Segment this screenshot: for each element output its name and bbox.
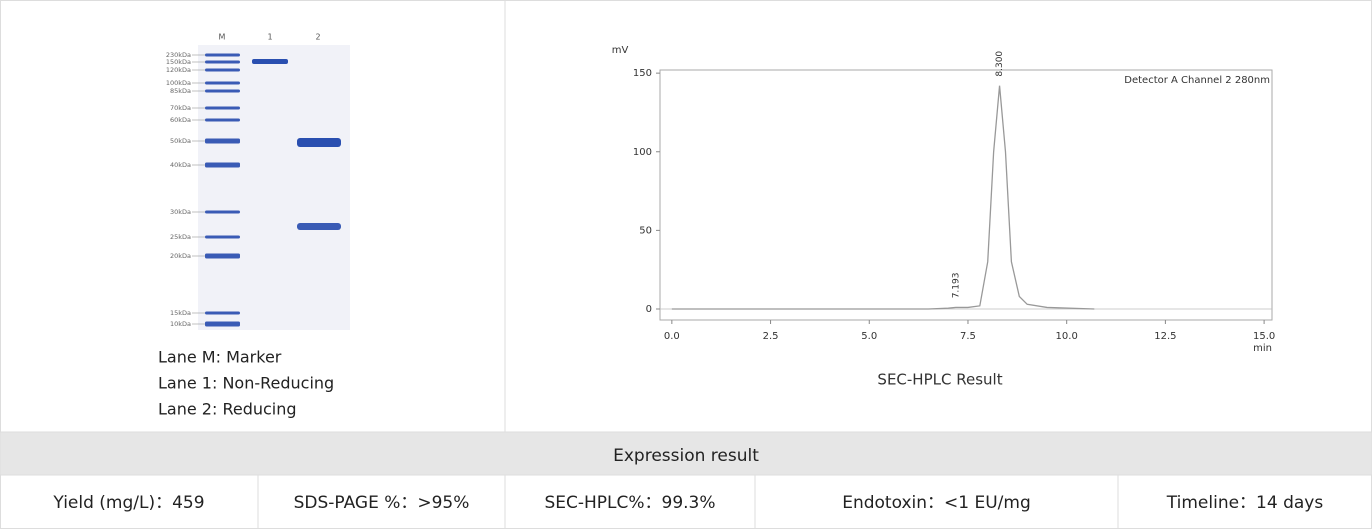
marker-band [205, 138, 240, 144]
marker-band [205, 106, 240, 110]
lane-label: M [219, 33, 226, 42]
table-cell: Timeline：14 days [1166, 493, 1324, 513]
x-tick-label: 2.5 [763, 331, 779, 342]
table-header-bg [0, 431, 1372, 476]
marker-band [205, 81, 240, 85]
marker-band [205, 253, 240, 259]
caption-line: Lane 2: Reducing [158, 400, 297, 419]
table-cell: Endotoxin：<1 EU/mg [842, 493, 1031, 513]
x-tick-label: 7.5 [960, 331, 976, 342]
marker-label: 100kDa [166, 79, 191, 87]
marker-band [205, 118, 240, 122]
lane-label: 1 [267, 33, 272, 42]
marker-band [205, 311, 240, 315]
band [252, 59, 288, 64]
marker-label: 20kDa [170, 252, 191, 260]
y-axis-label: mV [612, 45, 629, 56]
trace [671, 85, 1095, 310]
table-cell: Yield (mg/L)：459 [52, 493, 204, 513]
marker-label: 85kDa [170, 87, 191, 95]
marker-label: 60kDa [170, 116, 191, 124]
marker-label: 40kDa [170, 161, 191, 169]
marker-band [205, 210, 240, 214]
band [297, 138, 341, 147]
marker-label: 230kDa [166, 51, 191, 59]
caption-line: Lane M: Marker [158, 348, 282, 367]
marker-band [205, 68, 240, 72]
marker-label: 150kDa [166, 58, 191, 66]
marker-label: 15kDa [170, 309, 191, 317]
plot-frame [659, 69, 1273, 321]
y-tick-label: 0 [646, 304, 652, 315]
table-header: Expression result [613, 446, 759, 466]
x-unit: min [1253, 343, 1272, 354]
marker-band [205, 53, 240, 57]
gel-image [198, 45, 350, 330]
band [297, 223, 341, 230]
marker-label: 50kDa [170, 137, 191, 145]
chart-title: SEC-HPLC Result [877, 371, 1002, 389]
x-tick-label: 12.5 [1154, 331, 1176, 342]
marker-label: 10kDa [170, 320, 191, 328]
x-tick-label: 10.0 [1056, 331, 1078, 342]
x-tick-label: 5.0 [861, 331, 877, 342]
x-tick-label: 15.0 [1253, 331, 1275, 342]
x-tick-label: 0.0 [664, 331, 680, 342]
marker-label: 30kDa [170, 208, 191, 216]
marker-band [205, 162, 240, 168]
annotation: Detector A Channel 2 280nm [1124, 75, 1270, 86]
marker-label: 70kDa [170, 104, 191, 112]
y-tick-label: 50 [639, 225, 652, 236]
peak-label: 8.300 [995, 51, 1005, 77]
table-cell: SEC-HPLC%：99.3% [544, 493, 715, 513]
caption-line: Lane 1: Non-Reducing [158, 374, 334, 393]
peak-label: 7.193 [951, 273, 961, 299]
marker-band [205, 235, 240, 239]
marker-band [205, 321, 240, 327]
marker-band [205, 60, 240, 64]
y-tick-label: 100 [633, 147, 652, 158]
lane-label: 2 [315, 33, 320, 42]
marker-label: 25kDa [170, 233, 191, 241]
y-tick-label: 150 [633, 68, 652, 79]
table-cell: SDS-PAGE %：>95% [294, 493, 470, 513]
marker-band [205, 89, 240, 93]
marker-label: 120kDa [166, 66, 191, 74]
